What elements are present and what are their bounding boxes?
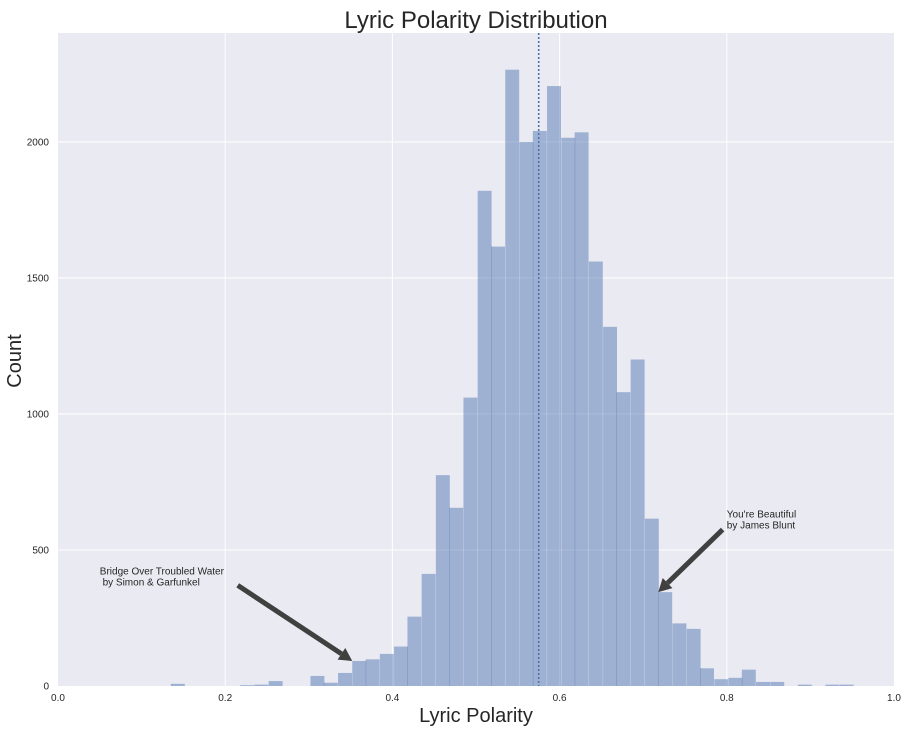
- histogram-bar: [770, 681, 785, 686]
- x-tick-label: 0.2: [218, 693, 232, 704]
- histogram-bar: [268, 681, 283, 686]
- histogram-bar: [630, 359, 645, 686]
- annotation-text: You're Beautiful by James Blunt: [727, 509, 796, 531]
- annotation: You're Beautiful by James Blunt: [658, 509, 796, 593]
- histogram-bar: [240, 685, 255, 686]
- annotations: Bridge Over Troubled Water by Simon & Ga…: [100, 509, 796, 661]
- y-tick-label: 1000: [27, 409, 50, 420]
- y-tick-label: 2000: [27, 137, 50, 148]
- histogram-bar: [756, 681, 770, 686]
- histogram-bar: [421, 573, 436, 686]
- x-tick-label: 0.6: [553, 693, 567, 704]
- histogram-bar: [561, 137, 576, 687]
- histogram-bar: [449, 507, 464, 686]
- histogram-bar: [379, 653, 394, 686]
- histogram-bar: [728, 677, 743, 686]
- histogram-bar: [644, 518, 659, 686]
- grid-lines: [58, 33, 894, 686]
- histogram-bar: [352, 660, 367, 686]
- annotation-text: Bridge Over Troubled Water by Simon & Ga…: [100, 566, 225, 588]
- histogram-bar: [741, 669, 756, 686]
- histogram-bar: [714, 679, 729, 686]
- histogram-bar: [477, 190, 492, 686]
- chart-title: Lyric Polarity Distribution: [344, 7, 607, 34]
- histogram-bar: [463, 397, 478, 686]
- histogram-bar: [338, 672, 352, 686]
- histogram-bar: [686, 628, 701, 686]
- histogram-bar: [394, 646, 409, 686]
- histogram-bar: [547, 86, 561, 686]
- histogram-bar: [254, 684, 269, 686]
- y-tick-labels: 0 500 1000 1500 2000: [27, 137, 50, 692]
- histogram-bar: [323, 682, 338, 686]
- histogram-bar: [519, 141, 534, 687]
- y-tick-label: 500: [32, 545, 49, 556]
- histogram-bar: [407, 616, 422, 686]
- x-tick-label: 0.0: [51, 693, 65, 704]
- annotation-arrow-shaft: [665, 527, 725, 585]
- histogram-bar: [310, 675, 325, 686]
- histogram-bar: [658, 592, 673, 686]
- histogram-bar: [532, 130, 547, 686]
- histogram-bar: [825, 684, 840, 686]
- histogram-bar: [435, 475, 450, 686]
- x-tick-labels: 0.0 0.2 0.4 0.6 0.8 1.0: [51, 693, 901, 704]
- histogram-bar: [616, 392, 631, 686]
- annotation: Bridge Over Troubled Water by Simon & Ga…: [100, 566, 353, 661]
- histogram-bar: [574, 132, 589, 686]
- x-tick-label: 0.4: [385, 693, 399, 704]
- histogram-bar: [603, 326, 618, 686]
- annotation-arrow-head: [337, 647, 353, 661]
- y-tick-label: 1500: [27, 273, 50, 284]
- histogram-bar: [365, 659, 380, 686]
- histogram-bar: [491, 246, 505, 686]
- histogram-bar: [588, 261, 603, 686]
- x-tick-label: 1.0: [887, 693, 901, 704]
- y-tick-label: 0: [43, 682, 49, 693]
- histogram-bar: [700, 668, 714, 686]
- histogram-bar: [797, 684, 812, 686]
- x-axis-label: Lyric Polarity: [419, 705, 533, 727]
- histogram-bar: [170, 683, 185, 686]
- annotation-arrow-head: [658, 578, 673, 593]
- annotation-arrow-shaft: [236, 583, 343, 656]
- histogram-bars: [170, 69, 854, 687]
- x-tick-label: 0.8: [720, 693, 734, 704]
- histogram-bar: [672, 623, 687, 686]
- histogram-bar: [505, 69, 520, 686]
- histogram-bar: [839, 684, 854, 686]
- y-axis-label: Count: [4, 334, 26, 388]
